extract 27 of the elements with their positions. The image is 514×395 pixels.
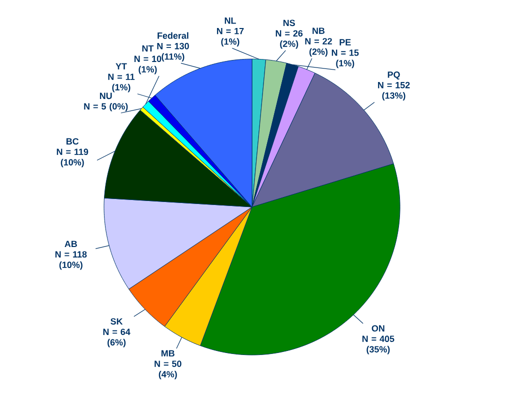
data-label: N = 26 (2%) [276,30,303,49]
slice-label: NU [100,92,112,100]
data-label: N = 22 (2%) [305,38,332,57]
slice-label: NL [224,18,236,24]
data-label: N = 64 (6%) [103,328,130,348]
slice-label: Federal [158,32,188,39]
data-label: N = 11 (1%) [108,74,135,92]
data-label: N = 152 (13%) [378,82,410,101]
slice-label: SK [110,318,123,325]
slice-label: NT [142,45,154,52]
data-label: N = 405 (35%) [362,336,394,354]
data-label: N = 17 (1%) [216,28,244,46]
slice-label: NB [312,28,325,34]
slice-label: MB [162,350,174,356]
slice-label: PE [340,39,351,46]
slice-label: NS [283,20,295,26]
data-label: N = 10 (1%) [134,56,162,74]
data-label: N = 118 (10%) [55,251,87,270]
slice-label: PQ [388,71,400,80]
slice-label: BC [66,138,79,145]
slice-label: ON [372,325,384,332]
slice-label: AB [64,240,77,247]
data-label: N = 50 (4%) [154,360,182,380]
slice-label: YT [116,63,127,70]
data-label: N = 15 (1%) [332,50,359,68]
data-label: N = 119 (10%) [56,148,88,168]
data-label: N = 5 (0%) [84,102,128,112]
